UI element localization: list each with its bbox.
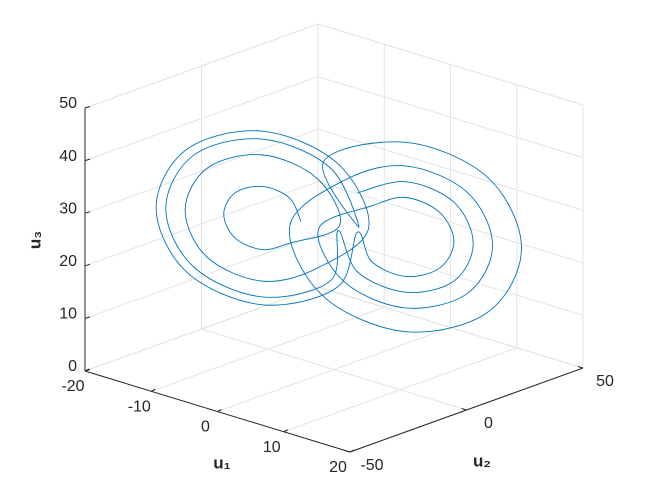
tick-mark: [84, 368, 90, 372]
x-axis-label: u₁: [213, 453, 230, 472]
y-tick-label: -50: [360, 457, 383, 474]
grid-line: [84, 76, 319, 162]
tick-mark: [349, 449, 355, 453]
tick-mark: [84, 211, 91, 214]
y-axis-label: u₂: [473, 451, 491, 470]
grid-line: [84, 23, 319, 109]
trajectory: [155, 130, 522, 333]
tick-mark: [84, 106, 91, 109]
tick-mark: [283, 429, 288, 433]
x-tick-label: -20: [61, 378, 84, 395]
y-tick-label: 0: [484, 415, 493, 432]
z-tick-label: 50: [59, 95, 77, 112]
y-tick-label: 50: [596, 373, 614, 390]
grid-line: [84, 233, 319, 319]
x-tick-label: -10: [128, 398, 151, 415]
z-axis-label: u₃: [25, 231, 44, 249]
x-tick-label: 0: [201, 419, 210, 436]
x-tick-label: 10: [263, 439, 281, 456]
z-tick-label: 0: [68, 358, 77, 375]
tick-mark: [84, 263, 91, 267]
z-tick-label: 10: [59, 306, 77, 323]
tick-mark: [84, 316, 91, 319]
grid-line: [317, 23, 584, 106]
tick-mark: [84, 158, 91, 162]
tick-mark: [461, 408, 467, 411]
grid-line: [317, 76, 584, 159]
z-tick-label: 30: [59, 200, 77, 217]
grid-line: [317, 233, 584, 316]
grid-line: [317, 128, 584, 211]
grid-line: [317, 181, 584, 264]
z-tick-label: 20: [59, 253, 77, 270]
z-tick-label: 40: [59, 148, 77, 165]
tick-mark: [344, 450, 351, 453]
tick-mark: [151, 388, 156, 392]
grid-line: [84, 181, 319, 267]
grid-line: [201, 328, 467, 411]
x-tick-label: 20: [329, 459, 347, 476]
tick-mark: [217, 409, 222, 412]
grid-line: [84, 128, 319, 214]
grid-line: [84, 286, 319, 372]
tick-mark: [577, 366, 584, 369]
